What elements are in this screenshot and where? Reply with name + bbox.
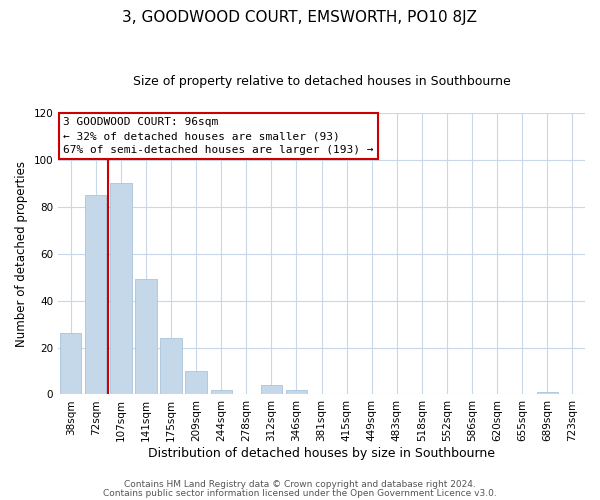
Y-axis label: Number of detached properties: Number of detached properties xyxy=(15,160,28,346)
Bar xyxy=(537,392,558,394)
Text: Contains HM Land Registry data © Crown copyright and database right 2024.: Contains HM Land Registry data © Crown c… xyxy=(124,480,476,489)
Bar xyxy=(185,371,207,394)
Bar xyxy=(110,183,131,394)
Text: Contains public sector information licensed under the Open Government Licence v3: Contains public sector information licen… xyxy=(103,488,497,498)
Bar xyxy=(211,390,232,394)
Bar xyxy=(261,385,282,394)
Bar xyxy=(136,280,157,394)
Text: 3 GOODWOOD COURT: 96sqm
← 32% of detached houses are smaller (93)
67% of semi-de: 3 GOODWOOD COURT: 96sqm ← 32% of detache… xyxy=(64,117,374,155)
Text: 3, GOODWOOD COURT, EMSWORTH, PO10 8JZ: 3, GOODWOOD COURT, EMSWORTH, PO10 8JZ xyxy=(122,10,478,25)
Bar xyxy=(60,334,82,394)
Bar xyxy=(85,195,106,394)
Bar xyxy=(286,390,307,394)
Title: Size of property relative to detached houses in Southbourne: Size of property relative to detached ho… xyxy=(133,75,511,88)
X-axis label: Distribution of detached houses by size in Southbourne: Distribution of detached houses by size … xyxy=(148,447,495,460)
Bar xyxy=(160,338,182,394)
